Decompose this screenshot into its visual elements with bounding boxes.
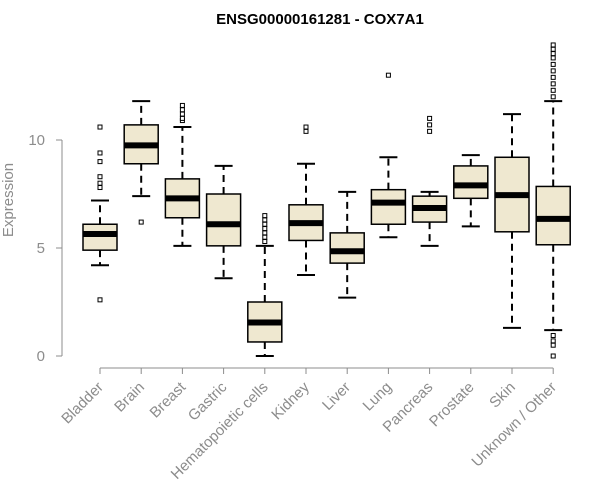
box-rect: [453, 165, 489, 200]
box-rect: [370, 188, 407, 225]
y-tick-label: 5: [37, 240, 45, 257]
box-rect: [329, 232, 365, 264]
x-tick-label: Bladder: [58, 379, 107, 428]
outlier-point: [97, 180, 103, 186]
box-liver: [329, 190, 365, 299]
chart-title: ENSG00000161281 - COX7A1: [216, 11, 424, 28]
outlier-point: [427, 122, 433, 128]
outlier-point: [427, 128, 433, 134]
box-unknown-other: [535, 42, 571, 359]
box-bladder: [82, 124, 118, 303]
outlier-point: [262, 239, 268, 245]
box-pancreas: [411, 115, 448, 247]
outlier-point: [138, 219, 144, 225]
outlier-point: [385, 72, 391, 78]
outlier-point: [97, 174, 103, 180]
outlier-point: [179, 107, 185, 113]
outlier-point: [550, 332, 556, 338]
outlier-point: [179, 115, 185, 121]
outlier-point: [262, 226, 268, 232]
outlier-point: [550, 42, 556, 48]
outlier-point: [550, 61, 556, 67]
y-axis-label: Expression: [0, 163, 17, 237]
outlier-point: [550, 46, 556, 52]
x-tick-label: Brain: [111, 379, 148, 416]
box-gastric: [205, 164, 242, 280]
outlier-point: [550, 74, 556, 80]
outlier-point: [303, 128, 309, 134]
outlier-point: [550, 338, 556, 344]
x-tick-label: Lung: [360, 379, 396, 415]
outlier-point: [179, 111, 185, 117]
x-tick-label: Prostate: [426, 379, 478, 431]
outlier-point: [97, 124, 103, 130]
outlier-point: [550, 81, 556, 87]
outlier-point: [97, 185, 103, 191]
outlier-point: [97, 159, 103, 165]
outlier-point: [97, 297, 103, 303]
outlier-point: [97, 150, 103, 156]
box-rect: [535, 185, 571, 246]
outlier-point: [550, 87, 556, 93]
y-axis: 0 5 10: [28, 132, 63, 365]
outlier-point: [550, 353, 556, 359]
box-prostate: [453, 154, 489, 228]
box-skin: [494, 113, 530, 329]
outlier-point: [262, 234, 268, 240]
outlier-point: [262, 230, 268, 236]
box-hematopoietic-cells: [247, 213, 283, 357]
box-rect: [82, 223, 118, 251]
outlier-point: [427, 115, 433, 121]
x-tick-label: Liver: [319, 379, 354, 414]
outlier-point: [550, 55, 556, 61]
outlier-point: [550, 342, 556, 348]
outlier-point: [303, 124, 309, 130]
box-breast: [164, 102, 201, 247]
x-tick-label: Kidney: [268, 378, 313, 423]
box-kidney: [288, 124, 324, 276]
outlier-point: [179, 102, 185, 108]
x-tick-label: Breast: [147, 378, 190, 421]
outlier-point: [550, 51, 556, 57]
box-rect: [205, 193, 242, 247]
x-tick-label: Skin: [486, 379, 519, 412]
y-tick-label: 10: [28, 132, 45, 149]
boxes-group: [82, 42, 571, 359]
outlier-point: [262, 213, 268, 219]
y-tick-label: 0: [37, 348, 45, 365]
outlier-point: [550, 68, 556, 74]
box-lung: [370, 72, 407, 239]
outlier-point: [550, 94, 556, 100]
box-brain: [123, 100, 159, 225]
outlier-point: [262, 221, 268, 227]
outlier-point: [262, 217, 268, 223]
